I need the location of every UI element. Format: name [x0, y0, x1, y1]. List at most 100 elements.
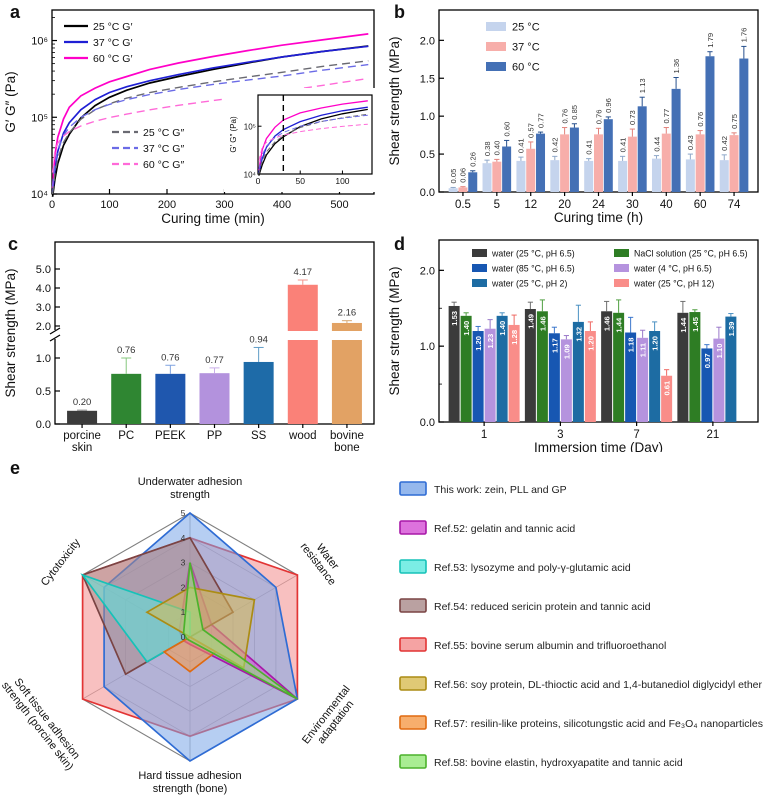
svg-text:10⁵: 10⁵ [31, 112, 48, 124]
svg-text:1.36: 1.36 [672, 59, 681, 74]
svg-text:1.20: 1.20 [651, 336, 660, 351]
svg-text:PEEK: PEEK [155, 430, 186, 442]
svg-text:0.44: 0.44 [652, 137, 661, 152]
svg-text:Ref.58: bovine elastin, hydrox: Ref.58: bovine elastin, hydroxyapatite a… [434, 757, 683, 769]
svg-text:bovine: bovine [330, 430, 364, 442]
svg-text:4.0: 4.0 [36, 283, 51, 295]
svg-text:0.76: 0.76 [560, 109, 569, 124]
svg-text:1.44: 1.44 [615, 317, 624, 333]
svg-text:Ref.57: resilin-like proteins,: Ref.57: resilin-like proteins, silicotun… [434, 718, 763, 730]
svg-text:1.76: 1.76 [740, 28, 749, 43]
svg-text:0.96: 0.96 [604, 98, 613, 113]
svg-text:Ref.54: reduced sericin protei: Ref.54: reduced sericin protein and tann… [434, 601, 651, 613]
svg-text:1.10: 1.10 [715, 344, 724, 359]
svg-text:This work: zein, PLL and GP: This work: zein, PLL and GP [434, 484, 567, 496]
svg-text:strength (porcine skin): strength (porcine skin) [0, 680, 75, 773]
svg-text:1.28: 1.28 [510, 330, 519, 345]
svg-text:3: 3 [557, 429, 563, 441]
svg-text:0.60: 0.60 [502, 122, 511, 137]
svg-text:Curing time (h): Curing time (h) [554, 210, 643, 225]
svg-text:0: 0 [256, 176, 261, 186]
svg-text:4.17: 4.17 [294, 267, 313, 278]
svg-text:7: 7 [633, 429, 639, 441]
svg-text:0.38: 0.38 [483, 141, 492, 156]
svg-text:0.77: 0.77 [662, 109, 671, 124]
svg-text:1.20: 1.20 [474, 336, 483, 351]
svg-text:74: 74 [728, 199, 741, 211]
svg-text:1.20: 1.20 [586, 336, 595, 351]
svg-text:300: 300 [215, 199, 233, 211]
svg-text:0.61: 0.61 [663, 380, 672, 396]
svg-text:Ref.52: gelatin and tannic aci: Ref.52: gelatin and tannic acid [434, 523, 575, 535]
svg-text:100: 100 [100, 199, 118, 211]
svg-text:strength (bone): strength (bone) [153, 783, 228, 795]
panel-label-e: e [10, 458, 21, 478]
svg-text:1.39: 1.39 [727, 322, 736, 337]
svg-text:1.32: 1.32 [574, 327, 583, 342]
svg-text:60: 60 [694, 199, 707, 211]
svg-text:0.76: 0.76 [161, 352, 180, 363]
svg-text:1.13: 1.13 [638, 78, 647, 93]
svg-text:50: 50 [295, 176, 305, 186]
svg-text:Hard tissue adhesion: Hard tissue adhesion [138, 770, 241, 782]
svg-text:0.76: 0.76 [117, 345, 136, 356]
svg-text:0.42: 0.42 [720, 136, 729, 151]
svg-text:500: 500 [330, 199, 348, 211]
svg-text:200: 200 [158, 199, 176, 211]
svg-text:0.76: 0.76 [696, 112, 705, 127]
svg-text:5: 5 [494, 199, 500, 211]
panel-label-d: d [394, 234, 405, 254]
svg-text:Shear strength (MPa): Shear strength (MPa) [387, 36, 402, 165]
svg-text:1.0: 1.0 [420, 111, 435, 123]
svg-text:20: 20 [558, 199, 571, 211]
svg-text:100: 100 [335, 176, 349, 186]
svg-text:NaCl solution (25 °C, pH 6.5): NaCl solution (25 °C, pH 6.5) [634, 249, 748, 259]
svg-text:2.0: 2.0 [420, 35, 435, 47]
svg-text:0.97: 0.97 [703, 353, 712, 368]
svg-text:water (85 °C, pH 6.5): water (85 °C, pH 6.5) [491, 264, 575, 274]
svg-text:37 °C G″: 37 °C G″ [143, 143, 184, 155]
svg-text:0.5: 0.5 [420, 149, 435, 161]
svg-text:bone: bone [334, 442, 360, 452]
svg-text:Underwater adhesion: Underwater adhesion [138, 476, 243, 488]
svg-text:2: 2 [181, 582, 186, 592]
svg-text:60 °C: 60 °C [512, 62, 540, 74]
svg-text:0.75: 0.75 [730, 114, 739, 129]
svg-text:10⁶: 10⁶ [31, 36, 48, 48]
svg-text:0.05: 0.05 [449, 169, 458, 184]
svg-text:0.26: 0.26 [469, 152, 478, 167]
svg-text:0.57: 0.57 [527, 123, 536, 138]
inset-plot: 10⁴ 10⁵ 0 50 100 G′ G″ (Pa) [224, 88, 376, 192]
panel-label-b: b [394, 2, 405, 22]
svg-text:1.0: 1.0 [420, 341, 435, 353]
svg-text:25 °C G″: 25 °C G″ [143, 127, 184, 139]
svg-text:2.0: 2.0 [420, 265, 435, 277]
svg-text:Soft tissue adhesion: Soft tissue adhesion [11, 676, 81, 761]
svg-text:1.46: 1.46 [538, 316, 547, 331]
svg-text:0.94: 0.94 [249, 334, 268, 345]
svg-text:0.40: 0.40 [493, 141, 502, 156]
svg-text:2.0: 2.0 [36, 321, 51, 333]
svg-text:37 °C: 37 °C [512, 42, 540, 54]
svg-text:0.77: 0.77 [205, 355, 224, 366]
svg-text:wood: wood [288, 430, 317, 442]
svg-text:5: 5 [181, 508, 186, 518]
svg-text:2.16: 2.16 [338, 308, 357, 319]
legend: water (25 °C, pH 6.5) water (85 °C, pH 6.… [472, 249, 748, 289]
svg-text:5.0: 5.0 [36, 264, 51, 276]
svg-text:0.0: 0.0 [420, 187, 435, 199]
svg-text:0.77: 0.77 [536, 113, 545, 128]
svg-text:1.18: 1.18 [627, 338, 636, 353]
svg-text:Cytotoxicity: Cytotoxicity [39, 536, 83, 588]
svg-text:1.09: 1.09 [562, 344, 571, 359]
legend-dashed: 25 °C G″ 37 °C G″ 60 °C G″ [112, 127, 184, 171]
svg-text:water (25 °C, pH 12): water (25 °C, pH 12) [633, 279, 714, 289]
svg-text:37 °C G′: 37 °C G′ [93, 37, 132, 49]
